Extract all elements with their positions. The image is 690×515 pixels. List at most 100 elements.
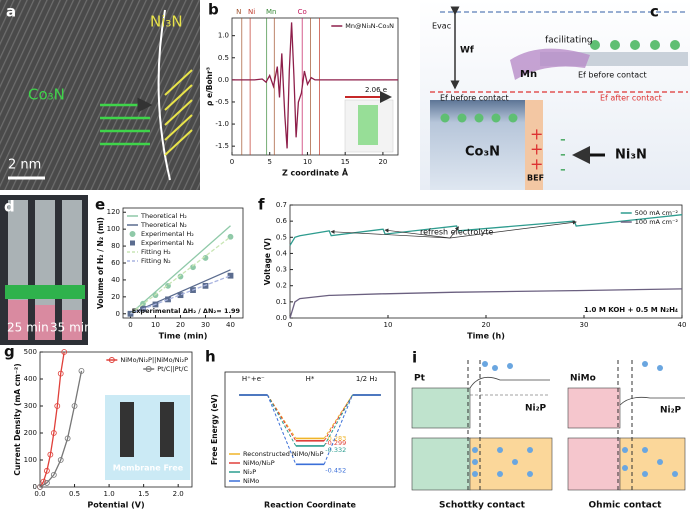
- legend-label: NiMo/Ni₂P||NiMo/Ni₂P: [120, 356, 188, 364]
- x-tick-label: 10: [303, 158, 312, 166]
- atom-label: Mn: [266, 8, 276, 16]
- interface-line: [157, 9, 171, 181]
- legend-label: Fitting H₂: [141, 248, 171, 256]
- chart: h Reaction Coordinate Free Energy (eV) H⁺+e…: [205, 348, 396, 510]
- y-axis-label: Free Energy (eV): [210, 394, 219, 465]
- value-label: -0.452: [325, 466, 346, 474]
- y-tick-label: 0.0: [276, 314, 287, 322]
- y-tick-label: 100: [24, 456, 37, 464]
- y-tick-label: 200: [24, 429, 37, 437]
- legend-label: Experimental N₂: [141, 239, 194, 247]
- y-tick-label: 60: [111, 259, 120, 267]
- x-tick-label: 2.0: [173, 490, 184, 498]
- annotation: 2.06 e: [365, 86, 387, 94]
- connector: [267, 394, 297, 439]
- panel-label: b: [208, 1, 219, 19]
- plot-frame: [231, 17, 399, 156]
- y-tick-label: 0.4: [276, 249, 288, 257]
- x-tick-label: 0: [288, 321, 292, 329]
- series-line: [130, 236, 231, 315]
- series-line: [130, 269, 231, 315]
- legend-label: 100 mA cm⁻²: [635, 218, 679, 226]
- panel-label: e: [95, 196, 105, 214]
- y-tick-label: 0: [116, 310, 120, 318]
- series-line: [232, 22, 398, 149]
- legend-label: Reconstructed NiMo/Ni₂P: [243, 450, 324, 458]
- connector: [323, 394, 353, 442]
- svg-text:+: +: [530, 125, 543, 144]
- effect-label: facilitating: [545, 36, 593, 46]
- chart: f 0.0 0.1 0.2 0.3 0.4 0.5 0.6 0.7 0 10 20 30 40 Time (…: [258, 196, 686, 341]
- y-tick-label: 1.0: [218, 32, 229, 40]
- value-label: -0.332: [325, 446, 346, 454]
- connector: [323, 394, 353, 439]
- svg-text:-: -: [560, 160, 566, 179]
- y-tick-label: -1.0: [215, 120, 229, 128]
- series-line: [39, 351, 65, 488]
- legend-label: NiMo: [243, 477, 259, 485]
- annotation: Membrane Free: [113, 464, 184, 473]
- panel-label: h: [205, 348, 216, 366]
- caption: Ohmic contact: [589, 501, 663, 511]
- svg-text:+: +: [530, 155, 543, 174]
- time-label: 25 min: [7, 321, 49, 335]
- legend-label: Experimental H₂: [141, 230, 194, 238]
- panel-label: g: [4, 343, 15, 361]
- atom-label: N: [236, 8, 241, 16]
- annotation-arrow: [384, 228, 451, 239]
- svg-text:+: +: [530, 140, 543, 159]
- category-label: H⁺+e⁻: [242, 375, 265, 383]
- x-axis-label: Reaction Coordinate: [264, 501, 356, 510]
- y-tick-label: 0.6: [276, 217, 288, 225]
- y-tick-label: 40: [111, 276, 120, 284]
- material-label: Ni₂P: [660, 406, 682, 416]
- legend-label: Ni₂P: [243, 468, 256, 476]
- annotation: refresh electrolyte: [420, 228, 493, 237]
- marker: [165, 296, 171, 303]
- x-tick-label: 5: [267, 158, 271, 166]
- annotation-arrow: [449, 220, 577, 239]
- x-tick-label: 40: [226, 321, 235, 329]
- value-label: -0.283: [325, 434, 346, 442]
- panel-d: d 25 min 35 min: [0, 195, 92, 345]
- marker: [50, 471, 57, 478]
- legend-label: Pt/C||Pt/C: [157, 365, 188, 373]
- annotation-arrow: [449, 226, 459, 239]
- material-label: NiMo: [570, 374, 596, 384]
- chart: g 0 100 200 300 400 500 0.0 0.5 1.0 1.5 2.0 Potentia…: [4, 343, 193, 510]
- y-tick-label: 0.0: [218, 76, 229, 84]
- series-line: [39, 370, 83, 488]
- category-label: 1/2 H₂: [356, 375, 378, 383]
- marker: [37, 484, 43, 490]
- annotation-arrow: [330, 229, 451, 239]
- marker: [50, 430, 57, 436]
- caption: Schottky contact: [439, 501, 526, 511]
- marker: [40, 478, 47, 485]
- panel-i: i Pt Ni₂P Schottky contact NiMo Ni₂P Ohm…: [411, 349, 686, 511]
- legend-swatch: [145, 366, 152, 372]
- y-tick-label: 0.3: [276, 266, 287, 274]
- panel-label: c: [650, 3, 659, 21]
- y-tick-label: 100: [107, 225, 120, 233]
- x-tick-label: 15: [341, 158, 350, 166]
- phase-label: Ni₃N: [615, 148, 647, 163]
- phase-label: Ni₃N: [150, 13, 183, 31]
- x-tick-label: 1.5: [138, 490, 149, 498]
- green-arrows: [100, 97, 153, 146]
- legend-swatch: [108, 357, 115, 363]
- x-tick-label: 10: [384, 321, 393, 329]
- legend-label: Theoretical N₂: [140, 221, 187, 229]
- legend-label: NiMo/Ni₂P: [243, 459, 275, 467]
- marker: [71, 403, 78, 409]
- marker: [57, 457, 64, 463]
- marker: [227, 272, 234, 279]
- x-tick-label: 30: [580, 321, 589, 329]
- panel-b-inset: [344, 91, 394, 153]
- marker: [64, 435, 71, 442]
- marker: [47, 451, 54, 458]
- x-axis-label: Time (min): [159, 332, 208, 341]
- marker: [78, 367, 85, 374]
- value-label: -0.299: [325, 439, 346, 447]
- marker: [57, 370, 64, 377]
